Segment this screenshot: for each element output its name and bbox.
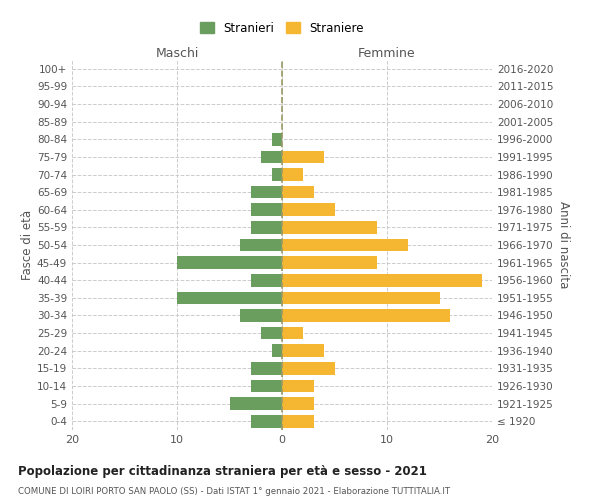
Bar: [282, 327, 303, 340]
Bar: [282, 362, 335, 374]
Legend: Stranieri, Straniere: Stranieri, Straniere: [200, 22, 364, 35]
Bar: [282, 221, 377, 234]
Bar: [282, 238, 408, 252]
Bar: [282, 150, 324, 163]
Bar: [240, 309, 282, 322]
Text: Femmine: Femmine: [358, 47, 416, 60]
Bar: [251, 415, 282, 428]
Bar: [251, 274, 282, 286]
Y-axis label: Anni di nascita: Anni di nascita: [557, 202, 570, 288]
Bar: [261, 327, 282, 340]
Bar: [251, 362, 282, 374]
Text: COMUNE DI LOIRI PORTO SAN PAOLO (SS) - Dati ISTAT 1° gennaio 2021 - Elaborazione: COMUNE DI LOIRI PORTO SAN PAOLO (SS) - D…: [18, 488, 450, 496]
Bar: [240, 238, 282, 252]
Bar: [282, 397, 314, 410]
Bar: [282, 256, 377, 269]
Bar: [271, 168, 282, 181]
Bar: [282, 168, 303, 181]
Bar: [282, 309, 450, 322]
Bar: [251, 380, 282, 392]
Bar: [282, 344, 324, 357]
Bar: [282, 274, 482, 286]
Bar: [282, 204, 335, 216]
Bar: [251, 204, 282, 216]
Bar: [251, 186, 282, 198]
Bar: [229, 397, 282, 410]
Bar: [177, 256, 282, 269]
Bar: [282, 292, 439, 304]
Bar: [282, 415, 314, 428]
Y-axis label: Fasce di età: Fasce di età: [21, 210, 34, 280]
Text: Popolazione per cittadinanza straniera per età e sesso - 2021: Popolazione per cittadinanza straniera p…: [18, 465, 427, 478]
Bar: [261, 150, 282, 163]
Bar: [177, 292, 282, 304]
Bar: [271, 344, 282, 357]
Bar: [282, 380, 314, 392]
Text: Maschi: Maschi: [155, 47, 199, 60]
Bar: [282, 186, 314, 198]
Bar: [271, 133, 282, 145]
Bar: [251, 221, 282, 234]
